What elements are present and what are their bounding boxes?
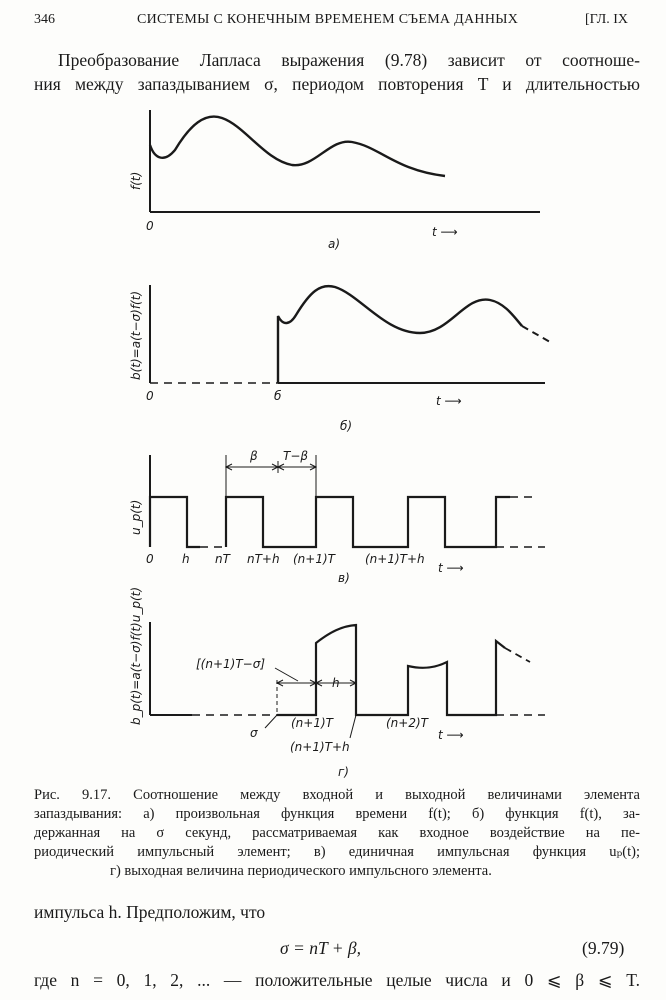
caption-line-4: риодический импульсный элемент; в) едини… bbox=[34, 844, 640, 860]
caption-line-3: держанная на σ секунд, рассматриваемая к… bbox=[34, 825, 640, 841]
panel-d-t-label: t ⟶ bbox=[438, 728, 464, 742]
n1T-label: (n+1)T bbox=[291, 716, 335, 730]
panel-c-caption: в) bbox=[338, 571, 350, 585]
text-line-where: где n = 0, 1, 2, ... — положительные цел… bbox=[34, 970, 640, 990]
panel-a-origin: 0 bbox=[146, 219, 154, 233]
text-line-impulse: импульса h. Предположим, что bbox=[34, 902, 266, 922]
tick-0: 0 bbox=[146, 552, 154, 566]
tick-n1T-h: (n+1)T+h bbox=[365, 552, 425, 566]
panel-d-ylabel: b_p(t)=a(t−σ)f(t)u_p(t) bbox=[129, 587, 143, 725]
panel-c-t-label: t ⟶ bbox=[438, 561, 464, 575]
caption-line-5: г) выходная величина периодического импу… bbox=[110, 863, 492, 879]
h-label: h bbox=[332, 676, 340, 690]
intro-line-1: Преобразование Лапласа выражения (9.78) … bbox=[58, 50, 640, 70]
figure-9-17: f(t) 0 t ⟶ а) b(t)=a(t−σ)f(t) 0 б t ⟶ б)… bbox=[129, 110, 551, 779]
page-number: 346 bbox=[34, 12, 55, 27]
t-minus-beta-label: T−β bbox=[283, 449, 308, 463]
equation-number: (9.79) bbox=[582, 938, 625, 958]
panel-a-caption: а) bbox=[328, 237, 340, 251]
panel-a-ylabel: f(t) bbox=[129, 172, 143, 190]
panel-a-graph bbox=[148, 110, 540, 213]
panel-a-t-label: t ⟶ bbox=[432, 225, 458, 239]
panel-d-graph bbox=[149, 622, 545, 739]
panel-b-origin: 0 bbox=[146, 389, 154, 403]
panel-b-t-label: t ⟶ bbox=[436, 394, 462, 408]
panel-b-sigma: б bbox=[274, 389, 282, 403]
panel-b-ylabel: b(t)=a(t−σ)f(t) bbox=[129, 291, 143, 380]
chapter-label: [ГЛ. IX bbox=[585, 12, 628, 27]
equation-9-79: σ = nT + β, bbox=[280, 938, 362, 958]
panel-b-caption: б) bbox=[340, 419, 352, 433]
sigma-label: σ bbox=[250, 726, 258, 740]
bracket-label: [(n+1)T−σ] bbox=[196, 657, 265, 671]
panel-b-graph bbox=[149, 284, 551, 384]
panel-c-graph bbox=[148, 455, 545, 549]
caption-line-2: запаздывания: а) произвольная функция вр… bbox=[34, 806, 640, 822]
n1T-h-label: (n+1)T+h bbox=[290, 740, 350, 754]
beta-label: β bbox=[249, 449, 258, 463]
n2T-label: (n+2)T bbox=[386, 716, 430, 730]
tick-nT: nT bbox=[215, 552, 232, 566]
tick-n1T: (n+1)T bbox=[293, 552, 337, 566]
running-title: СИСТЕМЫ С КОНЕЧНЫМ ВРЕМЕНЕМ СЪЕМА ДАННЫХ bbox=[137, 12, 519, 27]
panel-d-caption: г) bbox=[338, 765, 349, 779]
tick-h: h bbox=[182, 552, 190, 566]
caption-line-1: Рис. 9.17. Соотношение между входной и в… bbox=[34, 787, 640, 803]
panel-c-ylabel: u_p(t) bbox=[129, 500, 143, 535]
tick-nT-h: nT+h bbox=[247, 552, 280, 566]
intro-line-2: ния между запаздыванием σ, периодом повт… bbox=[34, 74, 640, 94]
